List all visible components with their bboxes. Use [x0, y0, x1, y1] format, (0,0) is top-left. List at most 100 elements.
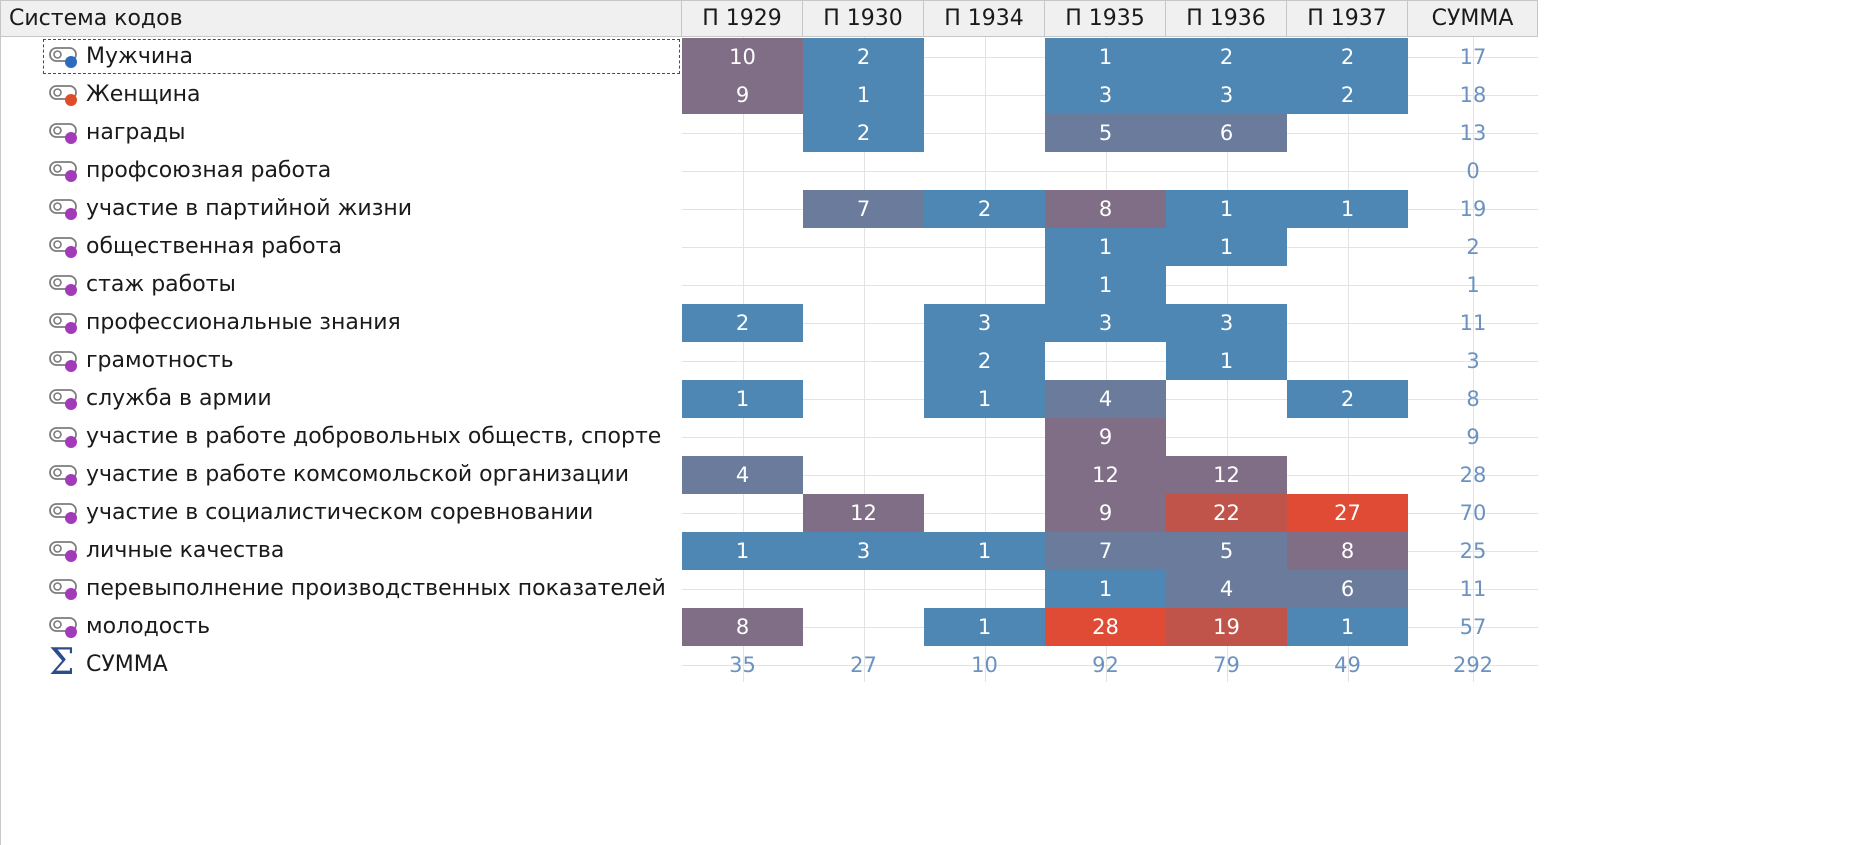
row-label[interactable]: участие в партийной жизни — [86, 196, 413, 221]
header-column-1[interactable]: П 1929 — [682, 0, 803, 37]
row-sum: 8 — [1466, 387, 1480, 411]
matrix-cell[interactable]: 2 — [1287, 76, 1408, 114]
matrix-cell[interactable]: 1 — [924, 608, 1045, 646]
matrix-cell[interactable]: 9 — [1045, 418, 1166, 456]
code-icon-purple — [49, 349, 79, 373]
row-sum: 9 — [1466, 425, 1480, 449]
matrix-cell[interactable]: 3 — [1045, 76, 1166, 114]
matrix-cell[interactable]: 9 — [682, 76, 803, 114]
column-total: 35 — [729, 653, 756, 677]
row-sum: 25 — [1459, 539, 1487, 563]
matrix-cell[interactable]: 1 — [924, 532, 1045, 570]
matrix-cell[interactable]: 8 — [1287, 532, 1408, 570]
matrix-cell[interactable]: 2 — [924, 190, 1045, 228]
row-sum: 57 — [1459, 615, 1487, 639]
code-icon-purple — [49, 387, 79, 411]
matrix-cell[interactable]: 3 — [1045, 304, 1166, 342]
matrix-cell[interactable]: 5 — [1166, 532, 1287, 570]
matrix-cell[interactable]: 12 — [803, 494, 924, 532]
matrix-cell[interactable]: 5 — [1045, 114, 1166, 152]
matrix-cell[interactable]: 1 — [1287, 608, 1408, 646]
matrix-cell[interactable]: 27 — [1287, 494, 1408, 532]
grid-hline — [682, 361, 1538, 362]
matrix-cell[interactable]: 8 — [1045, 190, 1166, 228]
matrix-cell[interactable]: 28 — [1045, 608, 1166, 646]
matrix-cell[interactable]: 2 — [803, 114, 924, 152]
row-label[interactable]: участие в социалистическом соревновании — [86, 500, 594, 525]
header-column-2[interactable]: П 1930 — [803, 0, 924, 37]
row-label[interactable]: профессиональные знания — [86, 310, 401, 335]
matrix-cell[interactable]: 9 — [1045, 494, 1166, 532]
matrix-cell[interactable]: 1 — [1045, 570, 1166, 608]
column-total: 27 — [850, 653, 877, 677]
matrix-cell[interactable]: 1 — [924, 380, 1045, 418]
matrix-cell[interactable]: 10 — [682, 38, 803, 76]
header-column-5[interactable]: П 1936 — [1166, 0, 1287, 37]
matrix-cell[interactable]: 22 — [1166, 494, 1287, 532]
matrix-cell[interactable]: 1 — [1045, 38, 1166, 76]
matrix-cell[interactable]: 1 — [1166, 190, 1287, 228]
grid-hline — [682, 665, 1538, 666]
matrix-cell[interactable]: 2 — [1287, 380, 1408, 418]
row-label[interactable]: участие в работе комсомольской организац… — [86, 462, 630, 487]
matrix-cell[interactable]: 12 — [1045, 456, 1166, 494]
matrix-cell[interactable]: 2 — [803, 38, 924, 76]
matrix-cell[interactable]: 1 — [682, 380, 803, 418]
matrix-cell[interactable]: 1 — [1166, 342, 1287, 380]
row-label[interactable]: стаж работы — [86, 272, 236, 297]
row-label[interactable]: общественная работа — [86, 234, 342, 259]
code-icon-purple — [49, 539, 79, 563]
matrix-cell[interactable]: 2 — [1287, 38, 1408, 76]
matrix-cell[interactable]: 6 — [1287, 570, 1408, 608]
column-total: 79 — [1213, 653, 1240, 677]
row-label[interactable]: личные качества — [86, 538, 285, 563]
grid-vline — [864, 37, 865, 682]
row-label[interactable]: Женщина — [86, 82, 201, 107]
matrix-cell[interactable]: 3 — [924, 304, 1045, 342]
header-column-4[interactable]: П 1935 — [1045, 0, 1166, 37]
row-label[interactable]: молодость — [86, 614, 211, 639]
row-sum: 11 — [1459, 311, 1487, 335]
selection-focus-outline — [43, 39, 680, 74]
window-border — [0, 0, 1, 845]
matrix-cell[interactable]: 4 — [1045, 380, 1166, 418]
matrix-cell[interactable]: 7 — [803, 190, 924, 228]
header-column-3[interactable]: П 1934 — [924, 0, 1045, 37]
matrix-cell[interactable]: 3 — [1166, 76, 1287, 114]
code-icon-purple — [49, 121, 79, 145]
matrix-cell[interactable]: 2 — [924, 342, 1045, 380]
matrix-cell[interactable]: 1 — [682, 532, 803, 570]
matrix-cell[interactable]: 4 — [682, 456, 803, 494]
matrix-cell[interactable]: 4 — [1166, 570, 1287, 608]
matrix-cell[interactable]: 3 — [1166, 304, 1287, 342]
code-icon-purple — [49, 615, 79, 639]
matrix-cell[interactable]: 1 — [1166, 228, 1287, 266]
row-label[interactable]: служба в армии — [86, 386, 272, 411]
matrix-cell[interactable]: 8 — [682, 608, 803, 646]
row-label[interactable]: перевыполнение производственных показате… — [86, 576, 666, 601]
column-total: 92 — [1092, 653, 1119, 677]
code-icon-purple — [49, 425, 79, 449]
matrix-cell[interactable]: 3 — [803, 532, 924, 570]
matrix-cell[interactable]: 1 — [1287, 190, 1408, 228]
matrix-cell[interactable]: 2 — [1166, 38, 1287, 76]
matrix-cell[interactable]: 2 — [682, 304, 803, 342]
header-column-6[interactable]: П 1937 — [1287, 0, 1408, 37]
header-code-system[interactable]: Система кодов — [0, 0, 682, 37]
matrix-cell[interactable]: 19 — [1166, 608, 1287, 646]
grid-hline — [682, 171, 1538, 172]
row-label[interactable]: грамотность — [86, 348, 234, 373]
matrix-cell[interactable]: 6 — [1166, 114, 1287, 152]
row-label[interactable]: участие в работе добровольных обществ, с… — [86, 424, 662, 449]
row-label[interactable]: профсоюзная работа — [86, 158, 332, 183]
matrix-cell[interactable]: 1 — [1045, 228, 1166, 266]
matrix-cell[interactable]: 1 — [1045, 266, 1166, 304]
row-label[interactable]: Мужчина — [86, 44, 193, 69]
grid-vline — [1106, 37, 1107, 682]
matrix-cell[interactable]: 12 — [1166, 456, 1287, 494]
header-sum-column[interactable]: СУММА — [1408, 0, 1538, 37]
matrix-cell[interactable]: 1 — [803, 76, 924, 114]
row-label[interactable]: награды — [86, 120, 186, 145]
code-icon-purple — [49, 159, 79, 183]
matrix-cell[interactable]: 7 — [1045, 532, 1166, 570]
